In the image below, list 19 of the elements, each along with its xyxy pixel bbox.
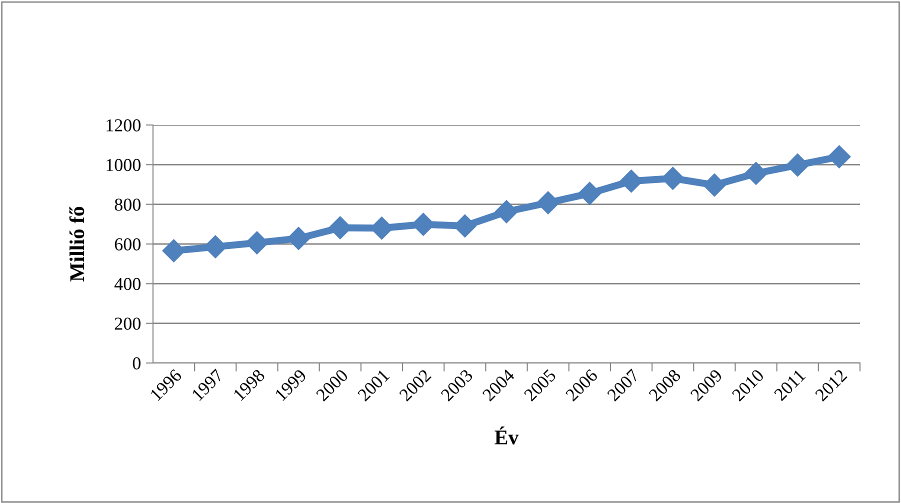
y-tick-label: 600: [114, 238, 141, 250]
point: [536, 191, 560, 214]
y-tick-label: 200: [114, 318, 141, 330]
point: [162, 239, 186, 262]
y-tick-label: 1200: [106, 119, 141, 132]
point: [702, 174, 726, 197]
y-tick-label: 1000: [106, 158, 141, 172]
y-tick-label: 0: [132, 357, 141, 370]
point: [744, 162, 768, 185]
x-axis-title: Év: [494, 426, 519, 444]
point: [786, 154, 810, 177]
y-axis-title: Millió fő: [69, 206, 84, 282]
point: [828, 145, 851, 168]
x-tick-label: 2011: [773, 368, 806, 402]
y-tick-label: 400: [114, 278, 141, 290]
point: [578, 182, 602, 205]
point: [495, 200, 518, 224]
y-tick-label: 800: [114, 198, 141, 211]
point: [287, 226, 310, 250]
